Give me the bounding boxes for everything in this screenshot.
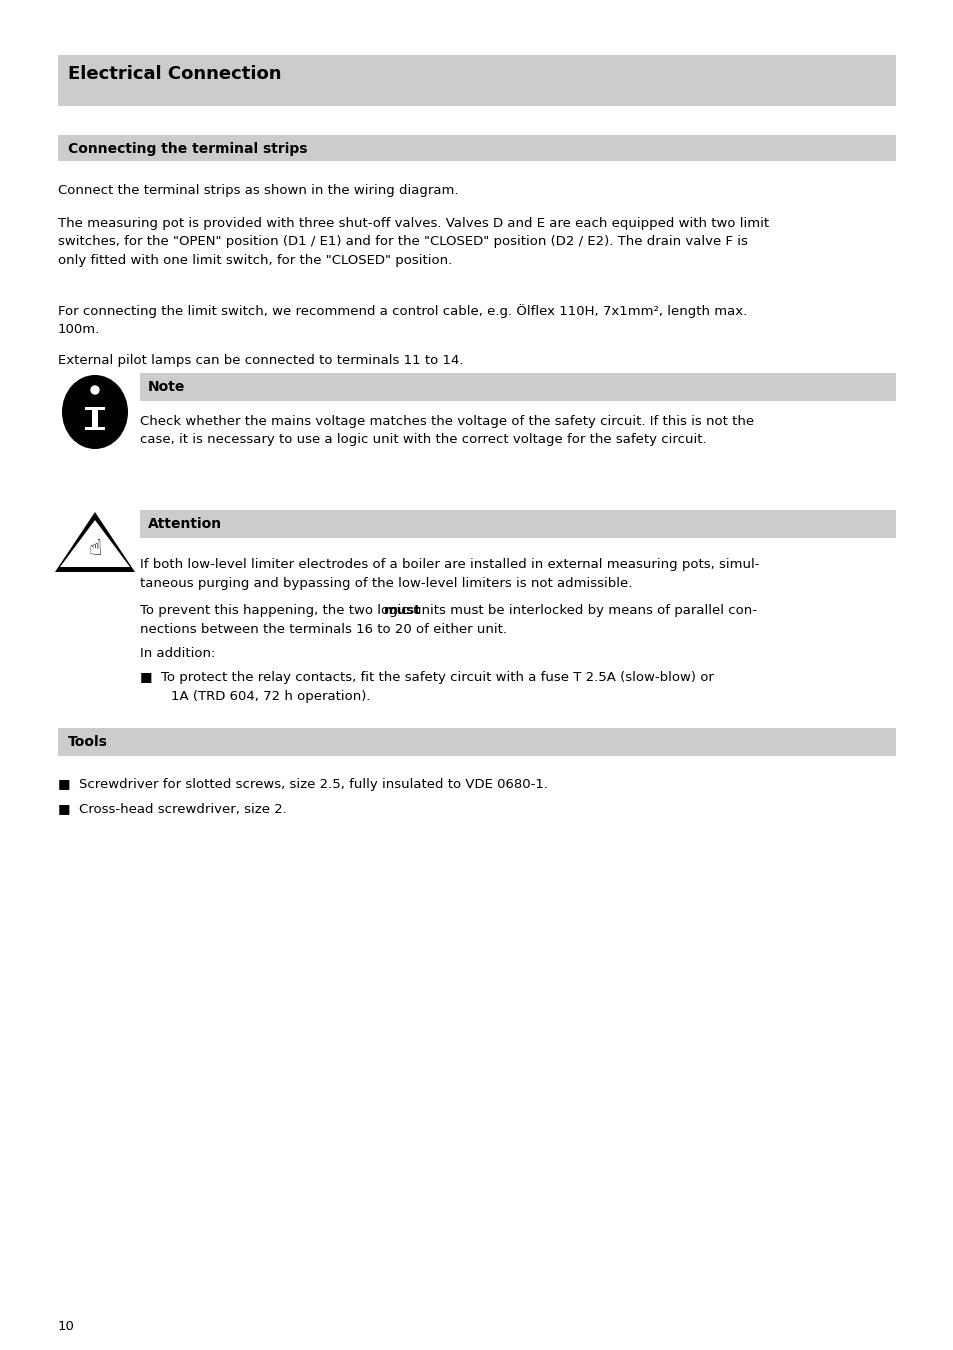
Bar — [58, 55, 895, 107]
Text: To prevent this happening, the two logic units must be interlocked by means of p: To prevent this happening, the two logic… — [140, 603, 757, 617]
Text: ■  Screwdriver for slotted screws, size 2.5, fully insulated to VDE 0680-1.: ■ Screwdriver for slotted screws, size 2… — [58, 778, 547, 791]
Text: External pilot lamps can be connected to terminals 11 to 14.: External pilot lamps can be connected to… — [58, 354, 463, 367]
Text: Attention: Attention — [148, 517, 222, 531]
Text: Electrical Connection: Electrical Connection — [68, 65, 281, 82]
Text: In addition:: In addition: — [140, 647, 215, 660]
Bar — [91, 410, 98, 427]
Text: Check whether the mains voltage matches the voltage of the safety circuit. If th: Check whether the mains voltage matches … — [140, 414, 753, 447]
Text: If both low-level limiter electrodes of a boiler are installed in external measu: If both low-level limiter electrodes of … — [140, 558, 759, 590]
Text: The measuring pot is provided with three shut-off valves. Valves D and E are eac: The measuring pot is provided with three… — [58, 217, 768, 267]
Text: Connect the terminal strips as shown in the wiring diagram.: Connect the terminal strips as shown in … — [58, 184, 458, 197]
Text: 1A (TRD 604, 72 h operation).: 1A (TRD 604, 72 h operation). — [153, 690, 370, 703]
Text: ☝: ☝ — [89, 539, 102, 559]
Text: nections between the terminals 16 to 20 of either unit.: nections between the terminals 16 to 20 … — [140, 622, 506, 636]
Bar — [85, 406, 105, 410]
Text: 10: 10 — [58, 1320, 74, 1332]
Bar — [140, 373, 895, 401]
Polygon shape — [60, 520, 130, 567]
Text: Note: Note — [148, 379, 185, 394]
Bar — [58, 135, 895, 161]
Polygon shape — [55, 512, 135, 572]
Text: Connecting the terminal strips: Connecting the terminal strips — [68, 142, 307, 157]
Text: Tools: Tools — [68, 734, 108, 749]
Text: ■  Cross-head screwdriver, size 2.: ■ Cross-head screwdriver, size 2. — [58, 802, 287, 815]
Bar — [140, 510, 895, 539]
Text: ■  To protect the relay contacts, fit the safety circuit with a fuse T 2.5A (slo: ■ To protect the relay contacts, fit the… — [140, 671, 713, 684]
Bar — [85, 427, 105, 431]
Text: For connecting the limit switch, we recommend a control cable, e.g. Ölflex 110H,: For connecting the limit switch, we reco… — [58, 304, 746, 336]
Bar — [58, 728, 895, 756]
Text: must: must — [383, 603, 420, 617]
Circle shape — [91, 386, 99, 394]
Ellipse shape — [62, 375, 128, 450]
